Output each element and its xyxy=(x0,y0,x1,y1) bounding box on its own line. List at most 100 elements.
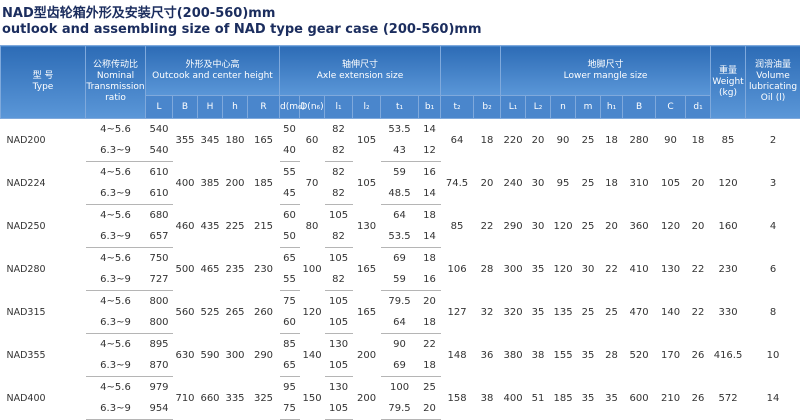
ratio-cell: 6.3~9 xyxy=(86,355,146,377)
value-cell: 105 xyxy=(325,312,353,334)
value-cell: 105 xyxy=(353,162,381,205)
ratio-cell: 4~5.6 xyxy=(86,162,146,184)
ratio-cell: 4~5.6 xyxy=(86,377,146,399)
title: NAD型齿轮箱外形及安装尺寸(200-560)mm xyxy=(2,2,275,21)
value-cell: 55 xyxy=(280,269,300,291)
weight-header-cn: 重量 xyxy=(711,66,745,77)
value-cell: 355 xyxy=(173,119,198,162)
ratio-cell: 4~5.6 xyxy=(86,248,146,270)
value-cell: 90 xyxy=(656,119,686,162)
value-cell: 30 xyxy=(526,162,551,205)
value-cell: 25 xyxy=(601,291,623,334)
value-cell: 35 xyxy=(576,334,601,377)
value-cell: 18 xyxy=(601,162,623,205)
value-cell: 185 xyxy=(248,162,280,205)
value-cell: 14 xyxy=(419,119,441,141)
value-cell: 14 xyxy=(419,226,441,248)
value-cell: 165 xyxy=(353,248,381,291)
value-cell: 710 xyxy=(173,377,198,420)
value-cell: 95 xyxy=(551,162,576,205)
type-cell: NAD315 xyxy=(1,291,86,334)
value-cell: 90 xyxy=(381,334,419,356)
value-cell: 35 xyxy=(576,377,601,420)
value-cell: 74.5 xyxy=(441,162,474,205)
value-cell: 28 xyxy=(601,334,623,377)
value-cell: 325 xyxy=(248,377,280,420)
value-cell: 120 xyxy=(711,162,746,205)
value-cell: 130 xyxy=(325,377,353,399)
value-cell: 310 xyxy=(623,162,656,205)
value-cell: 18 xyxy=(419,248,441,270)
column-header: L₁ xyxy=(501,96,526,119)
value-cell: 60 xyxy=(280,312,300,334)
value-cell: 540 xyxy=(146,119,173,141)
value-cell: 40 xyxy=(280,140,300,162)
value-cell: 26 xyxy=(686,377,711,420)
value-cell: 130 xyxy=(325,334,353,356)
value-cell: 100 xyxy=(381,377,419,399)
value-cell: 18 xyxy=(601,119,623,162)
value-cell: 335 xyxy=(223,377,248,420)
value-cell: 105 xyxy=(325,248,353,270)
value-cell: 69 xyxy=(381,248,419,270)
type-cell: NAD200 xyxy=(1,119,86,162)
value-cell: 30 xyxy=(526,205,551,248)
value-cell: 630 xyxy=(173,334,198,377)
value-cell: 800 xyxy=(146,312,173,334)
value-cell: 954 xyxy=(146,398,173,420)
value-cell: 75 xyxy=(280,398,300,420)
value-cell: 20 xyxy=(474,162,501,205)
type-cell: NAD355 xyxy=(1,334,86,377)
ratio-header-cn: 公称传动比 xyxy=(86,60,145,71)
value-cell: 28 xyxy=(474,248,501,291)
value-cell: 500 xyxy=(173,248,198,291)
value-cell: 520 xyxy=(623,334,656,377)
value-cell: 180 xyxy=(223,119,248,162)
value-cell: 185 xyxy=(551,377,576,420)
value-cell: 105 xyxy=(325,291,353,313)
value-cell: 290 xyxy=(248,334,280,377)
column-header: t₁ xyxy=(381,96,419,119)
value-cell: 727 xyxy=(146,269,173,291)
value-cell: 22 xyxy=(686,291,711,334)
value-cell: 979 xyxy=(146,377,173,399)
type-header-cn: 型 号 xyxy=(1,71,85,82)
value-cell: 30 xyxy=(576,248,601,291)
value-cell: 25 xyxy=(576,119,601,162)
column-header: d₁ xyxy=(686,96,711,119)
value-cell: 18 xyxy=(686,119,711,162)
value-cell: 265 xyxy=(223,291,248,334)
value-cell: 25 xyxy=(576,205,601,248)
value-cell: 64 xyxy=(381,205,419,227)
value-cell: 85 xyxy=(441,205,474,248)
value-cell: 225 xyxy=(223,205,248,248)
value-cell: 3 xyxy=(746,162,800,205)
value-cell: 22 xyxy=(686,248,711,291)
value-cell: 290 xyxy=(501,205,526,248)
value-cell: 320 xyxy=(501,291,526,334)
value-cell: 120 xyxy=(551,248,576,291)
value-cell: 59 xyxy=(381,269,419,291)
value-cell: 215 xyxy=(248,205,280,248)
oil-header-en: Volume lubricating Oil (l) xyxy=(746,71,800,104)
value-cell: 48.5 xyxy=(381,183,419,205)
value-cell: 200 xyxy=(223,162,248,205)
value-cell: 18 xyxy=(419,312,441,334)
value-cell: 680 xyxy=(146,205,173,227)
value-cell: 35 xyxy=(526,248,551,291)
column-header: n xyxy=(551,96,576,119)
value-cell: 14 xyxy=(419,183,441,205)
ratio-cell: 6.3~9 xyxy=(86,398,146,420)
column-header: L₂ xyxy=(526,96,551,119)
value-cell: 79.5 xyxy=(381,398,419,420)
value-cell: 60 xyxy=(300,119,325,162)
value-cell: 470 xyxy=(623,291,656,334)
value-cell: 82 xyxy=(325,140,353,162)
